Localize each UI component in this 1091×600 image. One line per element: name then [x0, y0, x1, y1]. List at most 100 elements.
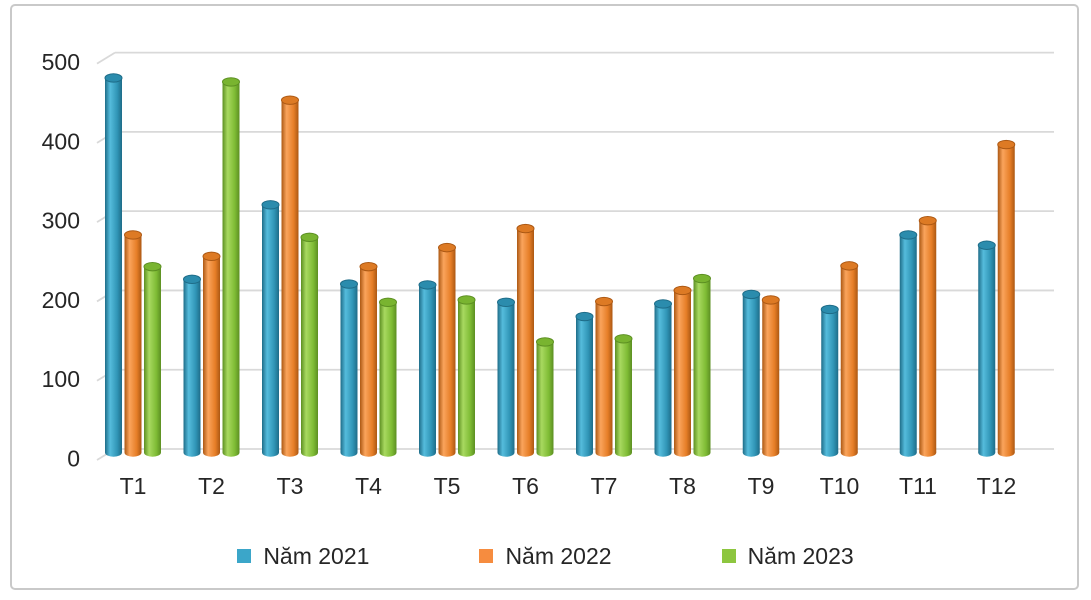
bar-body — [222, 81, 240, 453]
bar-t8-năm-2022 — [673, 285, 692, 457]
y-axis-label-0: 0 — [67, 446, 80, 472]
x-axis-label-t11: T11 — [899, 473, 937, 499]
bar-top-cap — [359, 261, 378, 272]
bar-body — [340, 284, 358, 453]
bar-top-cap — [820, 304, 839, 315]
legend-item-nam-2021: Năm 2021 — [237, 542, 370, 569]
x-axis-label-t1: T1 — [120, 473, 147, 499]
bar-body — [438, 247, 456, 453]
bar-t12-năm-2022 — [997, 139, 1016, 457]
bar-top-cap — [497, 297, 515, 308]
bar-t8-năm-2021 — [654, 299, 672, 457]
bar-top-cap — [438, 242, 456, 253]
bar-t2-năm-2022 — [202, 251, 221, 457]
bar-top-cap — [300, 232, 319, 243]
bar-body — [124, 234, 142, 453]
bar-body — [105, 77, 122, 453]
bar-top-cap — [761, 295, 780, 305]
y-axis-label-100: 100 — [42, 366, 80, 392]
bar-top-cap — [379, 297, 397, 308]
bar-top-cap — [742, 289, 761, 300]
bar-top-cap — [457, 295, 476, 305]
legend-item-nam-2023: Năm 2023 — [721, 542, 854, 569]
bar-body — [615, 338, 632, 453]
bar-top-cap — [261, 200, 280, 210]
bar-top-cap — [654, 299, 672, 309]
bar-body — [281, 100, 299, 453]
bar-top-cap — [997, 139, 1016, 150]
bar-t7-năm-2023 — [614, 334, 633, 457]
bar-t9-năm-2021 — [742, 289, 761, 457]
bar-t5-năm-2023 — [457, 295, 476, 457]
bar-body — [379, 302, 397, 453]
x-axis-label-t7: T7 — [591, 473, 618, 499]
bar-t10-năm-2022 — [840, 261, 859, 457]
bar-body — [517, 228, 534, 453]
bar-t8-năm-2023 — [693, 273, 711, 457]
y-axis-tick-500 — [96, 51, 116, 65]
bar-top-cap — [340, 279, 358, 289]
bar-body — [978, 245, 996, 453]
bar-t9-năm-2022 — [761, 295, 780, 457]
bar-body — [762, 299, 780, 453]
bar-body — [654, 303, 672, 453]
bar-t7-năm-2021 — [575, 311, 594, 457]
bar-body — [742, 294, 760, 453]
bar-top-cap — [977, 240, 996, 250]
bar-body — [497, 302, 515, 453]
bar-body — [919, 220, 937, 453]
bar-t3-năm-2021 — [261, 200, 280, 457]
bar-top-cap — [595, 296, 613, 307]
x-axis-label-t8: T8 — [669, 473, 696, 499]
bar-top-cap — [183, 274, 201, 285]
bar-body — [821, 309, 839, 453]
bar-t1-năm-2021 — [104, 73, 123, 457]
bar-body — [203, 256, 220, 453]
bar-top-cap — [202, 251, 221, 262]
bar-top-cap — [840, 261, 859, 271]
bar-body — [693, 278, 711, 453]
bar-top-cap — [673, 285, 692, 296]
bar-t1-năm-2022 — [124, 230, 142, 457]
bar-body — [576, 316, 593, 453]
bar-top-cap — [614, 334, 633, 344]
bar-body — [674, 290, 691, 453]
x-axis-label-t5: T5 — [434, 473, 461, 499]
bar-top-cap — [143, 261, 162, 272]
bar-body — [419, 284, 436, 453]
bar-t12-năm-2021 — [977, 240, 996, 457]
bar-t4-năm-2022 — [359, 261, 378, 457]
bar-t2-năm-2023 — [222, 77, 240, 457]
bar-t6-năm-2023 — [536, 337, 554, 457]
y-axis-label-500: 500 — [42, 49, 80, 75]
bar-body — [840, 265, 858, 453]
x-axis-label-t6: T6 — [512, 473, 539, 499]
bar-body — [183, 279, 201, 453]
bar-body — [301, 237, 318, 453]
bar-top-cap — [222, 77, 240, 87]
bar-t10-năm-2021 — [820, 304, 839, 457]
bar-body — [595, 301, 613, 453]
legend-swatch-nam-2022 — [479, 549, 494, 563]
legend-label-nam-2023: Năm 2023 — [747, 542, 854, 569]
bar-top-cap — [104, 73, 123, 83]
x-axis-label-t12: T12 — [977, 473, 1017, 499]
bar-t5-năm-2021 — [418, 280, 437, 457]
bar-body — [360, 266, 377, 453]
legend-label-nam-2021: Năm 2021 — [263, 542, 370, 569]
bar-top-cap — [536, 337, 554, 347]
bar-t6-năm-2021 — [497, 297, 515, 457]
bar-body — [144, 266, 161, 453]
bar-top-cap — [575, 311, 594, 322]
y-axis-label-300: 300 — [42, 208, 80, 234]
bar-t2-năm-2021 — [183, 274, 201, 457]
bar-t1-năm-2023 — [143, 261, 162, 457]
bar-top-cap — [516, 223, 535, 234]
legend-item-nam-2022: Năm 2022 — [479, 544, 612, 568]
bar-top-cap — [918, 215, 937, 226]
bar-body — [899, 234, 917, 453]
x-axis-label-t4: T4 — [355, 473, 382, 499]
bar-top-cap — [124, 230, 142, 240]
y-axis-label-200: 200 — [42, 287, 80, 313]
